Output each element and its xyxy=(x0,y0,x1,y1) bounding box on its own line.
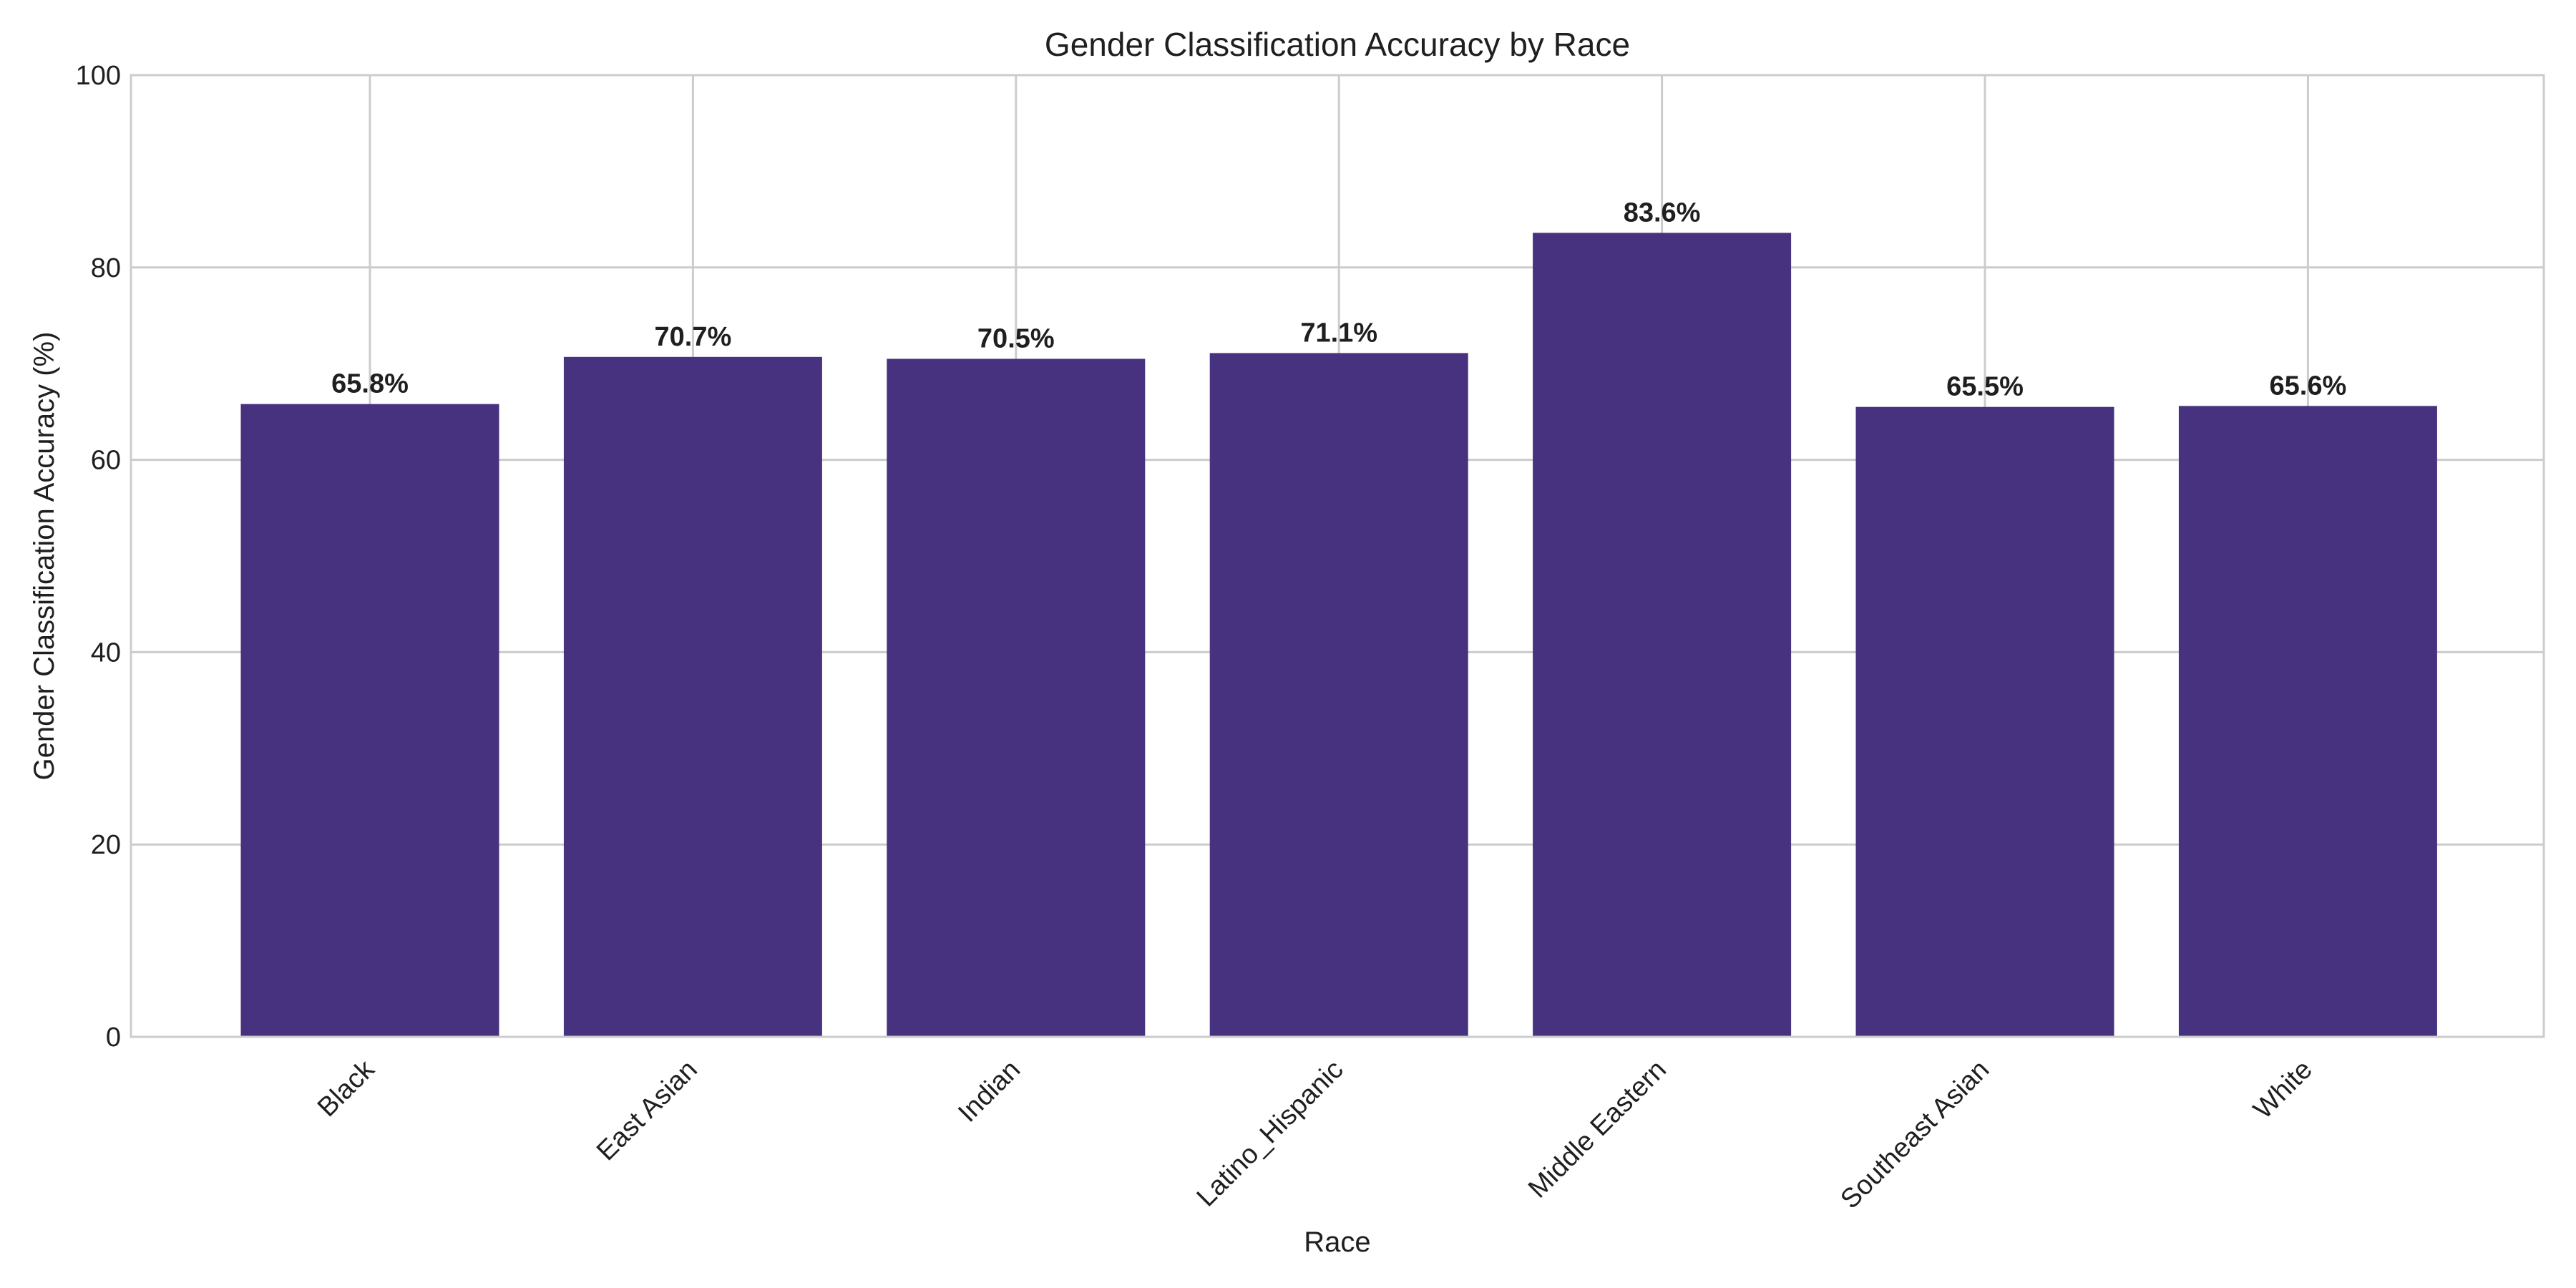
x-tick-label: Latino_Hispanic xyxy=(1191,1055,1350,1213)
y-tick-label: 20 xyxy=(91,830,121,860)
bar-value-label: 71.1% xyxy=(1300,318,1377,348)
x-tick-label: White xyxy=(2248,1055,2318,1125)
bar xyxy=(240,404,499,1037)
x-tick-label: East Asian xyxy=(591,1055,703,1167)
bar xyxy=(1533,233,1792,1037)
y-axis-label: Gender Classification Accuracy (%) xyxy=(29,332,60,781)
bar-value-label: 65.5% xyxy=(1946,372,2024,402)
bar xyxy=(563,356,822,1037)
bar-value-label: 70.7% xyxy=(655,322,732,352)
x-tick-label: Southeast Asian xyxy=(1835,1055,1995,1215)
y-tick-label: 0 xyxy=(106,1023,121,1053)
bar-value-label: 65.6% xyxy=(2270,371,2347,401)
plot-frame xyxy=(130,74,2545,1038)
y-tick-label: 100 xyxy=(76,61,121,91)
bar xyxy=(887,358,1146,1038)
bars xyxy=(240,233,2437,1038)
bar xyxy=(1209,353,1468,1037)
bar-value-label: 83.6% xyxy=(1624,197,1701,228)
x-axis-label: Race xyxy=(1304,1226,1370,1258)
bar xyxy=(1855,406,2114,1037)
y-tick-label: 40 xyxy=(91,638,121,668)
x-tick-label: Middle Eastern xyxy=(1523,1055,1672,1204)
data-labels: 65.8% 70.7% 70.5% 71.1% 83.6% 65.5% 65.6% xyxy=(331,197,2346,401)
bar-value-label: 65.8% xyxy=(331,369,409,399)
chart-title: Gender Classification Accuracy by Race xyxy=(1045,26,1630,63)
x-tick-label: Black xyxy=(312,1054,381,1123)
bar xyxy=(2178,406,2437,1037)
bar-value-label: 70.5% xyxy=(977,323,1055,353)
y-tick-label: 80 xyxy=(91,253,121,283)
x-tick-label: Indian xyxy=(952,1055,1026,1128)
y-tick-label: 60 xyxy=(91,446,121,476)
